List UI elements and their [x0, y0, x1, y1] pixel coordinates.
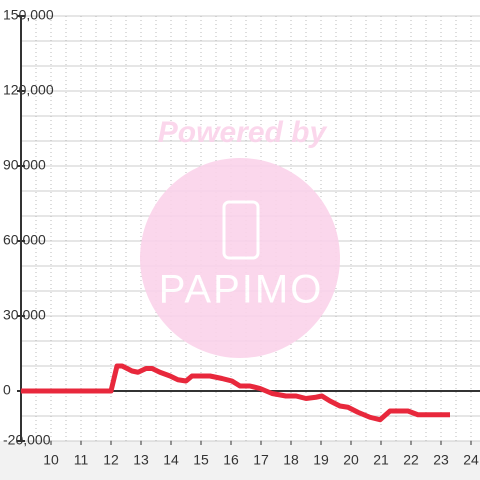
- x-axis-band: [0, 441, 480, 480]
- watermark-title: Powered by: [158, 116, 328, 149]
- y-tick-label: 120,000: [3, 82, 54, 98]
- x-tick-label: 15: [193, 452, 209, 468]
- x-tick-label: 12: [103, 452, 119, 468]
- x-tick-label: 20: [343, 452, 359, 468]
- y-tick-label: 90,000: [3, 157, 46, 173]
- x-tick-label: 10: [43, 452, 59, 468]
- y-tick-label: 150,000: [3, 7, 54, 23]
- x-tick-label: 19: [313, 452, 329, 468]
- watermark-brand: PAPIMO: [159, 268, 324, 312]
- watermark: Powered by PAPIMO: [140, 116, 340, 358]
- x-tick-label: 24: [463, 452, 479, 468]
- x-tick-label: 21: [373, 452, 389, 468]
- y-tick-label: 0: [3, 382, 11, 398]
- x-tick-label: 13: [133, 452, 149, 468]
- y-tick-label: 30,000: [3, 307, 46, 323]
- y-tick-label: -20,000: [3, 432, 51, 448]
- x-tick-label: 17: [253, 452, 269, 468]
- x-tick-label: 16: [223, 452, 239, 468]
- x-tick-label: 11: [74, 452, 89, 468]
- y-tick-label: 60,000: [3, 232, 46, 248]
- x-tick-label: 14: [163, 452, 179, 468]
- x-tick-label: 18: [283, 452, 299, 468]
- x-tick-label: 23: [433, 452, 449, 468]
- x-tick-label: 22: [403, 452, 419, 468]
- watermark-icon: [222, 200, 260, 260]
- data-line: [21, 363, 450, 423]
